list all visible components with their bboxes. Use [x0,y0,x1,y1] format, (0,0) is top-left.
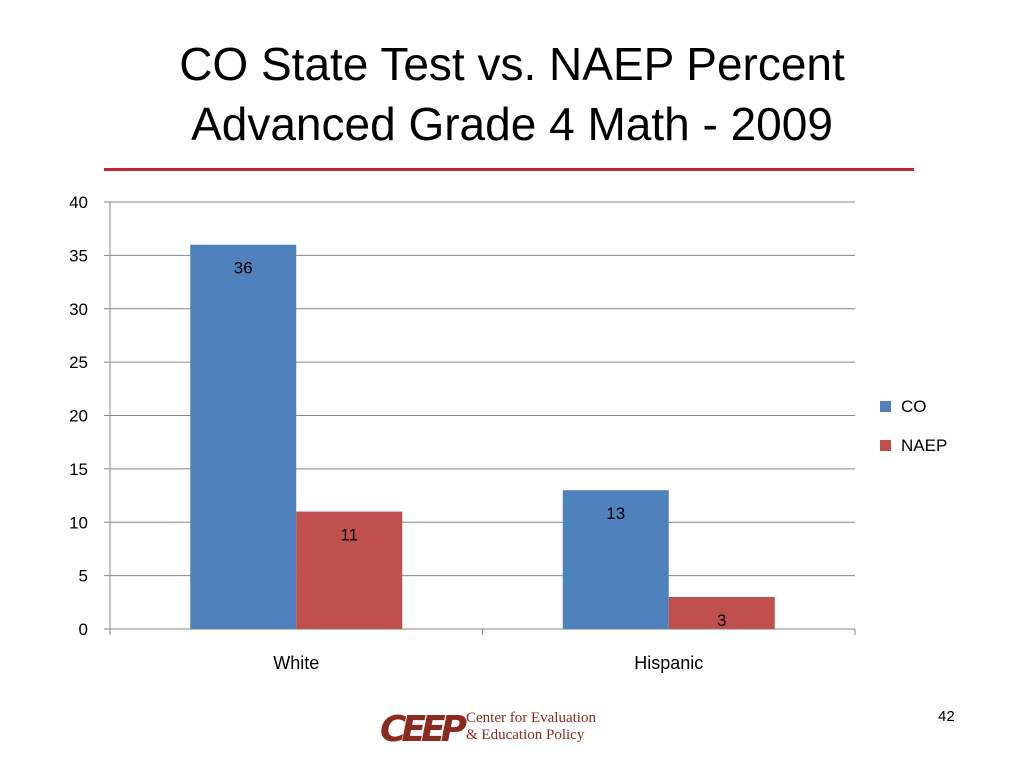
x-category-label: Hispanic [634,653,703,673]
y-tick-label: 10 [69,513,88,532]
slide-title: CO State Test vs. NAEP Percent Advanced … [0,34,1024,154]
y-tick-label: 5 [79,567,88,586]
legend-label-co: CO [901,397,927,416]
legend-swatch-co [880,401,891,412]
title-underline [104,168,914,171]
slide-title-line-2: Advanced Grade 4 Math - 2009 [191,98,833,150]
bar-co-white [190,244,297,629]
slide-title-line-1: CO State Test vs. NAEP Percent [179,38,845,90]
y-tick-label: 25 [69,353,88,372]
data-label: 3 [717,611,726,630]
y-tick-label: 0 [79,620,88,639]
data-label: 13 [606,504,625,523]
bar-chart: 0 5 10 15 20 25 30 35 40 36 11 White 13 3 Hispanic CO NA… [69,193,947,673]
y-tick-label: 35 [69,246,88,265]
y-tick-label: 30 [69,300,88,319]
data-label: 36 [234,259,253,278]
logo-line-1: Center for Evaluation [466,710,596,726]
bar-co-hispanic [562,490,669,629]
ceep-logo-text: Center for Evaluation & Education Policy [466,710,596,744]
data-label: 11 [340,526,358,545]
x-category-label: White [273,653,319,673]
bar-naep-hispanic [668,596,775,629]
logo-line-2: & Education Policy [466,727,585,743]
y-tick-label: 15 [69,460,88,479]
ceep-logo: CEEP [380,709,472,748]
y-tick-label: 20 [69,407,88,426]
page-number: 42 [938,708,955,725]
ceep-logo-mark: CEEP [380,709,472,748]
y-tick-label: 40 [69,193,88,212]
legend-label-naep: NAEP [901,436,947,455]
bar-naep-white [296,511,403,629]
ceep-logo-lettering: CEEP [380,709,467,748]
legend-swatch-naep [880,440,891,451]
